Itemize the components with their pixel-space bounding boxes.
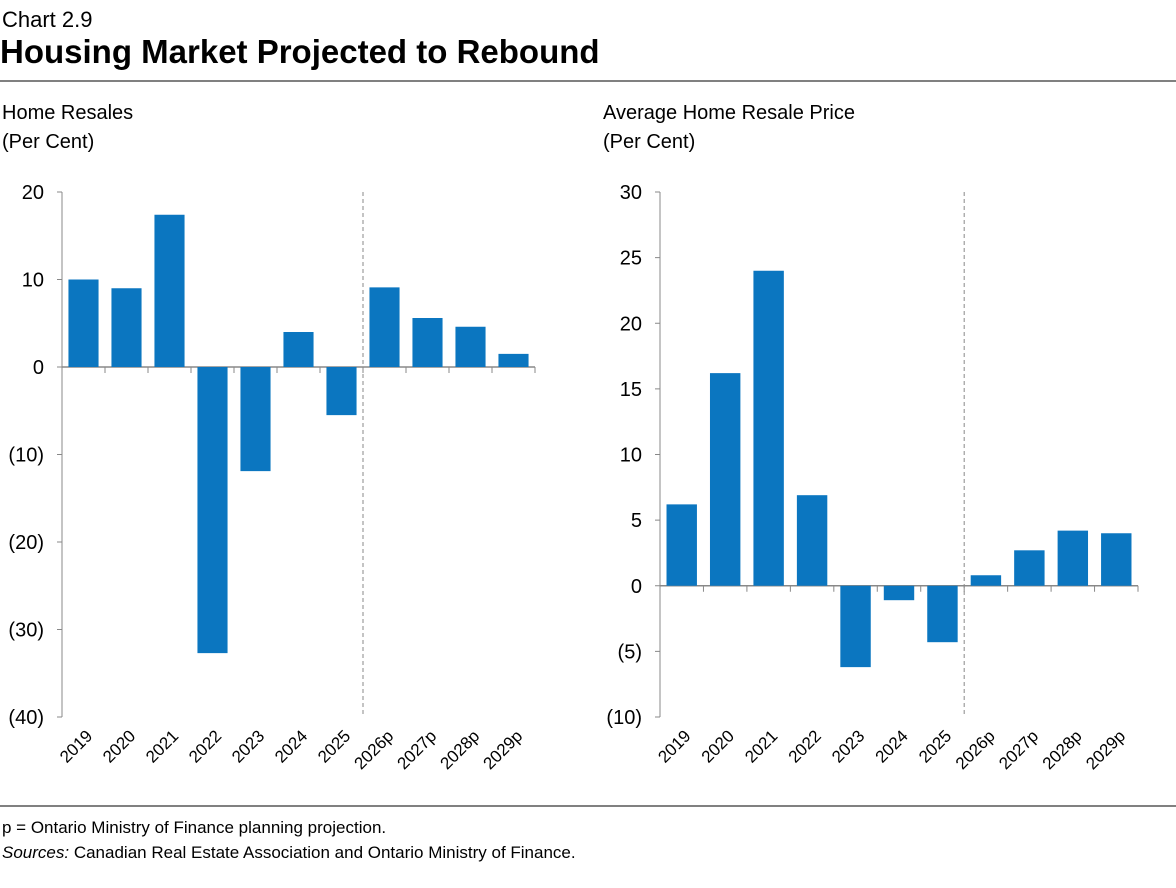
panel-title: Home Resales <box>2 102 133 124</box>
bar <box>68 279 99 367</box>
bar <box>1057 530 1089 586</box>
x-tick-label: 2029p <box>479 726 526 773</box>
x-tick-label: 2027p <box>393 726 440 773</box>
y-tick-label: 30 <box>620 182 642 204</box>
x-tick-label: 2024 <box>872 726 912 766</box>
x-tick-label: 2022 <box>185 726 225 766</box>
bar <box>666 504 697 586</box>
bar <box>197 367 228 654</box>
x-tick-label: 2028p <box>436 726 483 773</box>
x-tick-label: 2020 <box>698 726 738 766</box>
bar <box>753 270 784 586</box>
x-tick-label: 2020 <box>99 726 139 766</box>
y-tick-label: (30) <box>8 620 44 642</box>
x-tick-label: 2021 <box>741 726 781 766</box>
y-axis-label: (Per Cent) <box>2 131 94 153</box>
x-tick-label: 2026p <box>952 726 999 773</box>
bar <box>283 332 314 367</box>
y-tick-label: 10 <box>22 270 44 292</box>
y-axis-label: (Per Cent) <box>603 131 695 153</box>
x-tick-label: 2023 <box>828 726 868 766</box>
bar <box>412 318 443 367</box>
bar <box>1101 533 1132 586</box>
bar <box>840 585 871 668</box>
x-tick-label: 2025 <box>314 726 354 766</box>
y-tick-label: 25 <box>620 248 642 270</box>
panel-title: Average Home Resale Price <box>603 102 855 124</box>
bar <box>709 373 741 586</box>
y-tick-label: 5 <box>631 510 642 532</box>
y-tick-label: 0 <box>631 576 642 598</box>
x-tick-label: 2019 <box>56 726 96 766</box>
bar <box>154 214 185 367</box>
bar <box>883 585 915 601</box>
y-tick-label: 15 <box>620 379 642 401</box>
x-tick-label: 2029p <box>1082 726 1129 773</box>
x-tick-label: 2024 <box>271 726 311 766</box>
x-tick-label: 2023 <box>228 726 268 766</box>
bar <box>970 575 1002 586</box>
y-tick-label: 20 <box>620 313 642 335</box>
y-tick-label: (10) <box>8 445 44 467</box>
y-tick-label: (40) <box>8 707 44 729</box>
x-tick-label: 2022 <box>785 726 825 766</box>
sources-text: Canadian Real Estate Association and Ont… <box>74 843 576 862</box>
y-tick-label: (5) <box>618 641 642 663</box>
bar <box>326 367 357 416</box>
y-tick-label: 20 <box>22 182 44 204</box>
bar <box>111 288 142 367</box>
bar <box>369 287 400 367</box>
bar <box>240 367 271 472</box>
bar <box>796 495 828 586</box>
sources-label: Sources: <box>2 843 69 862</box>
x-tick-label: 2027p <box>995 726 1042 773</box>
footnote: p = Ontario Ministry of Finance planning… <box>2 818 386 837</box>
x-tick-label: 2021 <box>142 726 182 766</box>
x-tick-label: 2025 <box>915 726 955 766</box>
sources: Sources: Canadian Real Estate Associatio… <box>2 843 576 862</box>
x-tick-label: 2019 <box>654 726 694 766</box>
bar <box>455 326 486 367</box>
y-tick-label: (10) <box>606 707 642 729</box>
chart-number: Chart 2.9 <box>2 7 93 32</box>
y-tick-label: 10 <box>620 445 642 467</box>
chart-title: Housing Market Projected to Rebound <box>0 33 600 70</box>
bar <box>1014 550 1045 586</box>
y-tick-label: 0 <box>33 357 44 379</box>
bar <box>927 585 958 643</box>
bar <box>498 353 529 367</box>
x-tick-label: 2026p <box>350 726 397 773</box>
y-tick-label: (20) <box>8 532 44 554</box>
x-tick-label: 2028p <box>1039 726 1086 773</box>
